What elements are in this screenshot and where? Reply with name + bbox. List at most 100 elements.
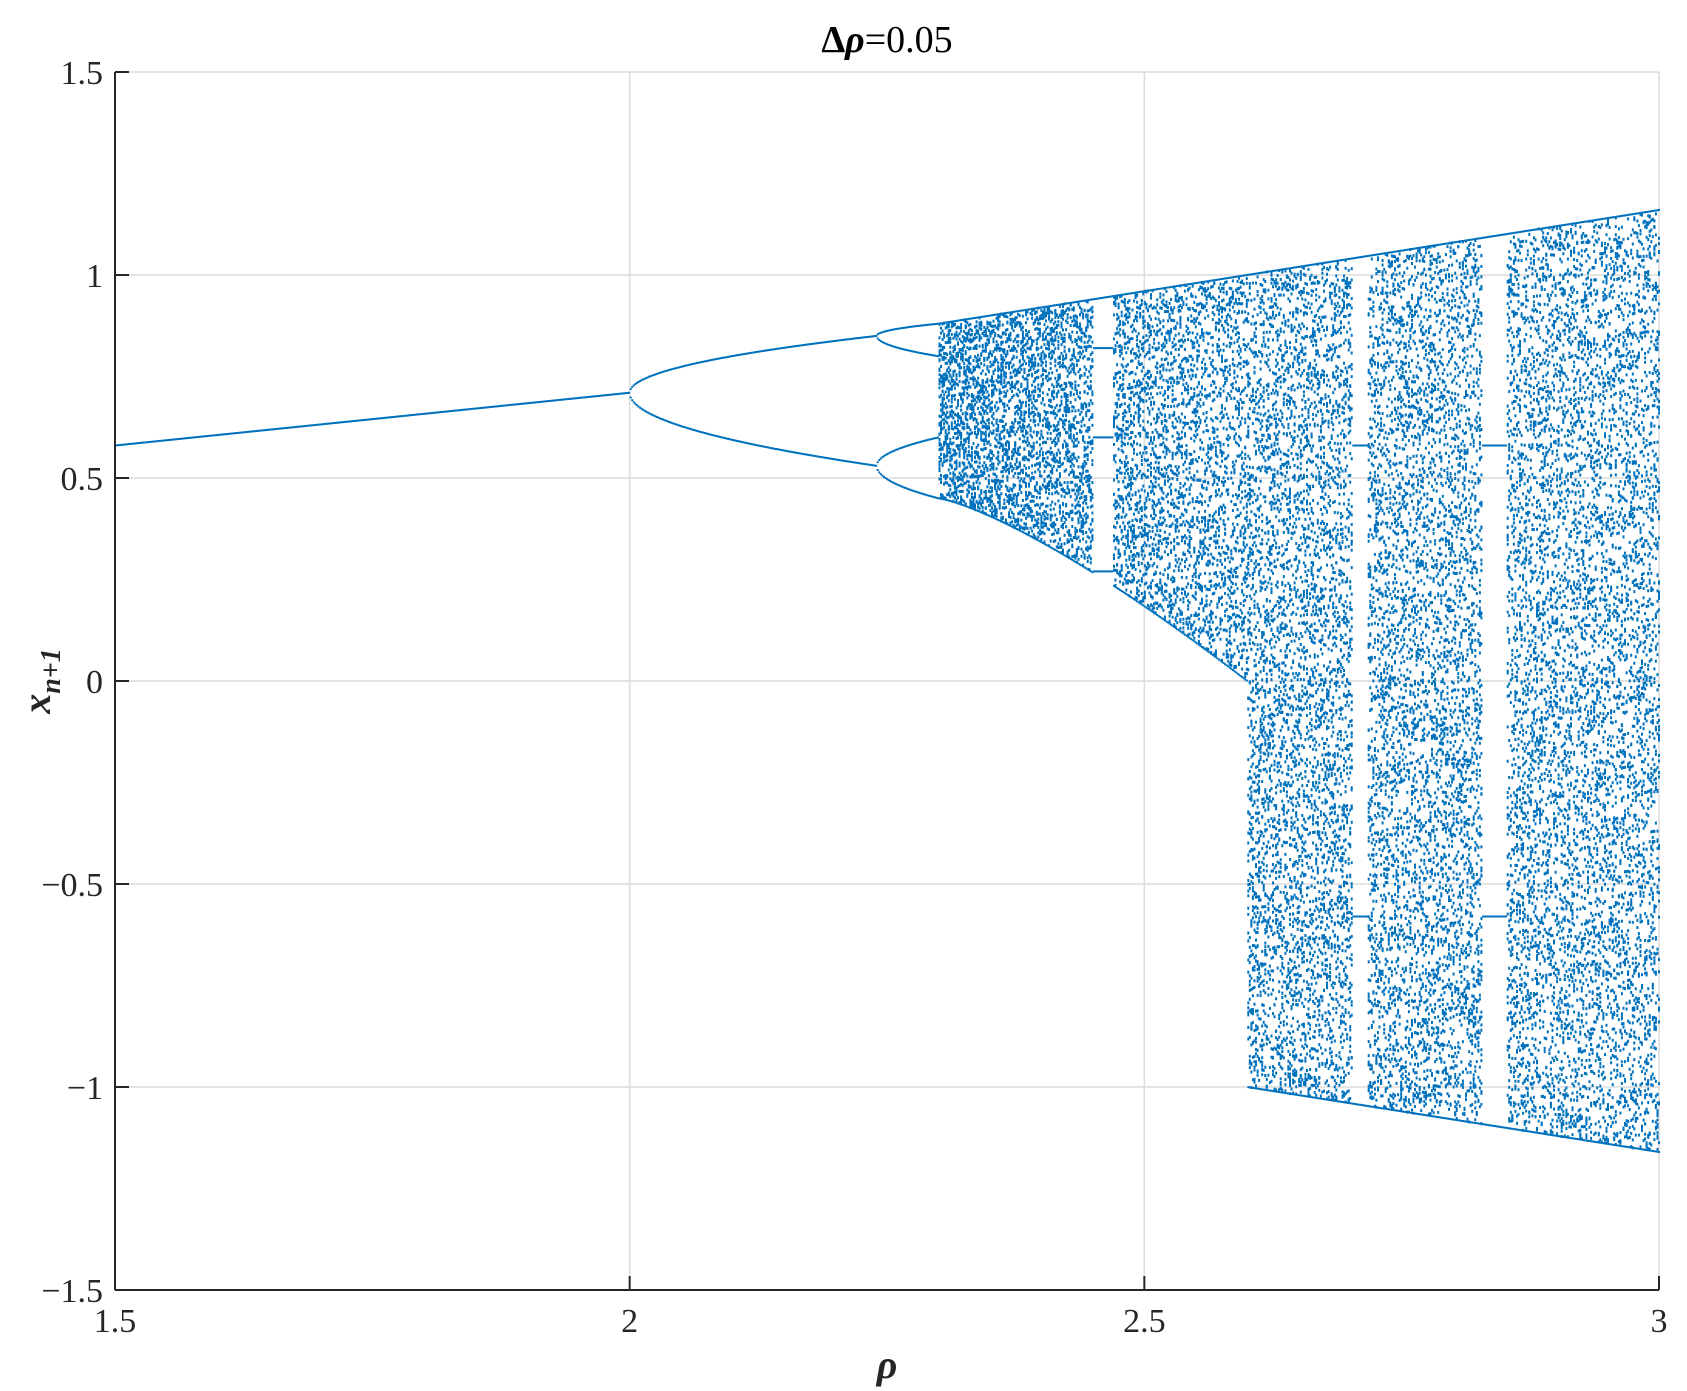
data-point	[1128, 410, 1130, 413]
data-point	[1124, 332, 1126, 335]
data-point	[1010, 361, 1012, 364]
data-point	[1091, 326, 1093, 329]
data-point	[1067, 399, 1069, 402]
data-point	[631, 399, 633, 401]
data-point	[946, 459, 948, 462]
data-point	[957, 419, 959, 422]
data-point	[1087, 445, 1089, 448]
data-point	[979, 461, 981, 464]
data-point	[1017, 519, 1019, 522]
data-point	[1135, 568, 1137, 571]
data-point	[1040, 364, 1042, 367]
data-point	[1019, 453, 1021, 456]
data-point	[962, 398, 964, 401]
data-point	[951, 465, 953, 468]
data-point	[1064, 422, 1066, 425]
data-point	[1082, 551, 1084, 554]
data-point	[878, 471, 880, 473]
data-point	[1039, 437, 1041, 440]
data-point	[993, 337, 995, 340]
data-point	[1115, 454, 1117, 457]
data-point	[1016, 460, 1018, 463]
data-point	[1076, 363, 1078, 366]
data-point	[1132, 309, 1134, 312]
data-point	[1003, 378, 1005, 381]
data-point	[956, 452, 958, 455]
data-point	[966, 423, 968, 426]
data-point	[1059, 510, 1061, 513]
data-point	[1036, 310, 1038, 313]
data-point	[1087, 458, 1089, 461]
data-point	[1023, 435, 1025, 438]
data-point	[1005, 333, 1007, 336]
data-point	[1087, 560, 1089, 563]
data-point	[1113, 425, 1115, 428]
data-point	[959, 448, 961, 451]
data-point	[996, 401, 998, 404]
data-point	[1124, 322, 1126, 325]
data-point	[1116, 536, 1118, 539]
data-point	[1070, 316, 1072, 319]
data-point	[1020, 491, 1022, 494]
data-point	[969, 386, 971, 389]
data-point	[1081, 555, 1083, 558]
data-point	[1133, 448, 1135, 451]
data-point	[1034, 360, 1036, 363]
data-point	[1017, 493, 1019, 496]
data-point	[1016, 499, 1018, 502]
data-point	[1050, 333, 1052, 336]
data-point	[960, 323, 962, 326]
data-point	[1040, 447, 1042, 450]
data-point	[951, 424, 953, 427]
data-point	[1037, 522, 1039, 525]
data-point	[1088, 357, 1090, 360]
data-point	[960, 495, 962, 498]
data-point	[966, 412, 968, 415]
data-point	[1119, 323, 1121, 326]
data-point	[1073, 471, 1075, 474]
data-point	[1053, 397, 1055, 400]
data-point	[993, 424, 995, 427]
data-point	[1057, 344, 1059, 347]
data-point	[1059, 504, 1061, 507]
data-point	[1037, 431, 1039, 434]
data-point	[1128, 494, 1130, 497]
data-point	[1074, 356, 1076, 359]
data-point	[1116, 341, 1118, 344]
data-point	[959, 371, 961, 374]
data-point	[965, 352, 967, 355]
data-point	[1118, 331, 1120, 334]
data-point	[1023, 360, 1025, 363]
data-point	[1014, 444, 1016, 447]
data-point	[980, 434, 982, 437]
data-point	[986, 485, 988, 488]
data-point	[1027, 431, 1029, 434]
data-point	[1040, 538, 1042, 541]
data-point	[973, 396, 975, 399]
data-point	[1051, 371, 1053, 374]
data-point	[1050, 504, 1052, 507]
data-point	[1079, 368, 1081, 371]
data-point	[949, 374, 951, 377]
data-point	[1091, 463, 1093, 466]
data-point	[1039, 450, 1041, 453]
data-point	[1113, 493, 1115, 496]
data-point	[1014, 418, 1016, 421]
data-point	[628, 392, 630, 394]
data-point	[1088, 404, 1090, 407]
data-point	[1061, 396, 1063, 399]
data-point	[1005, 392, 1007, 395]
data-point	[1113, 422, 1115, 425]
data-point	[1054, 437, 1056, 440]
data-point	[1118, 517, 1120, 520]
data-point	[959, 455, 961, 458]
data-point	[1034, 357, 1036, 360]
data-point	[1070, 401, 1072, 404]
data-point	[1000, 512, 1002, 515]
data-point	[1085, 462, 1087, 465]
data-point	[951, 388, 953, 391]
data-point	[1020, 413, 1022, 416]
data-point	[1119, 553, 1121, 556]
data-point	[1002, 324, 1004, 327]
data-point	[1118, 316, 1120, 319]
